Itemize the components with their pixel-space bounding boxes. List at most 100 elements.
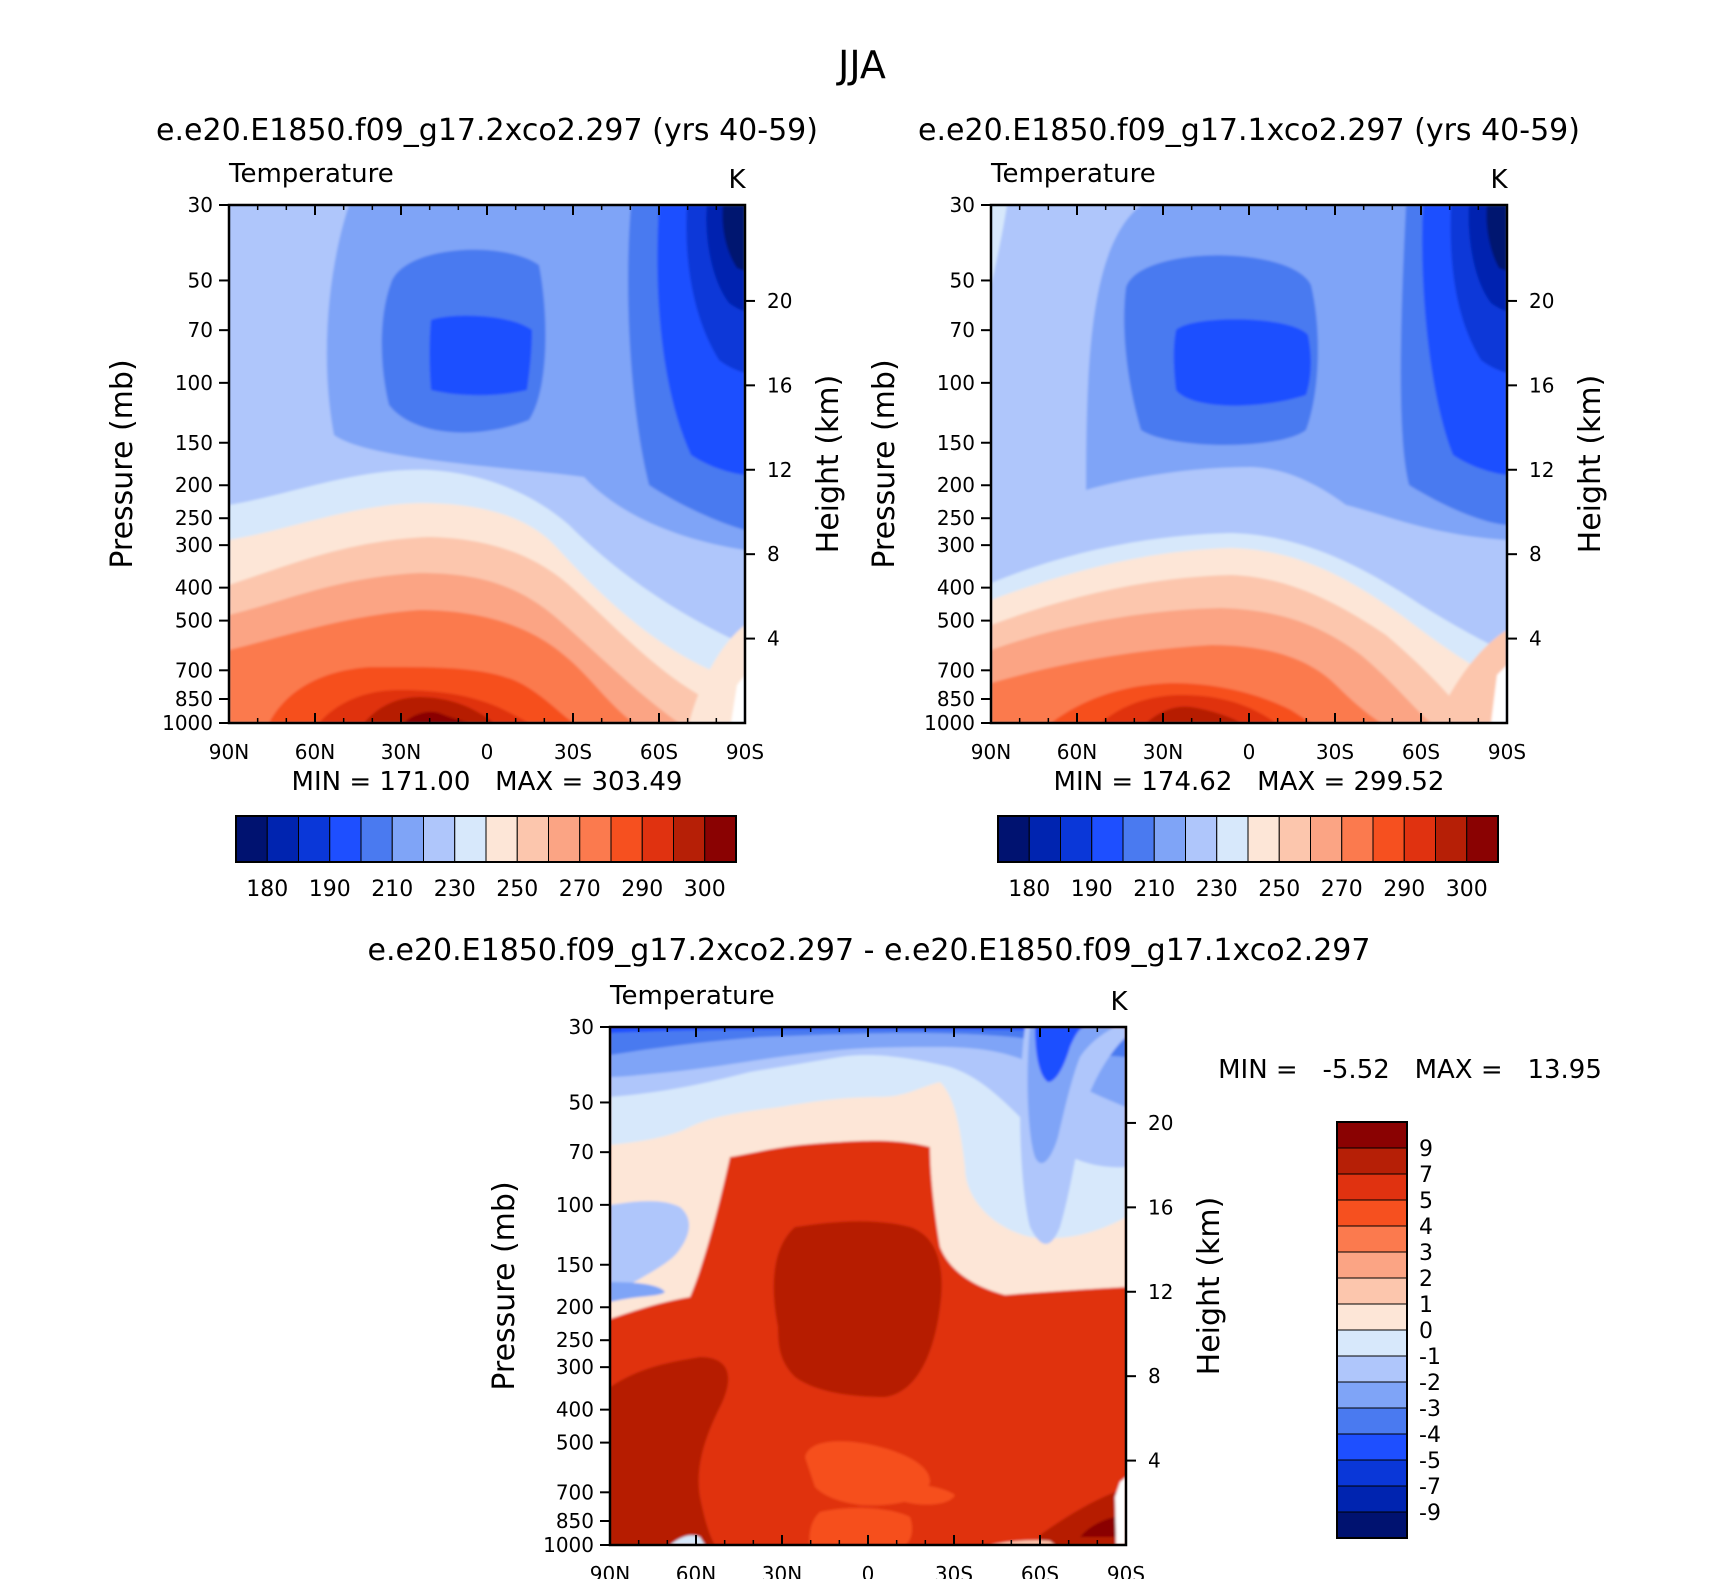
panel-3-y2tick-label-2: 12 bbox=[1148, 1280, 1173, 1304]
panel-3-colorbar-swatch-10 bbox=[1336, 1381, 1408, 1409]
panel-1-xtick-label-5: 60S bbox=[640, 740, 678, 764]
p3-contours-band-18 bbox=[1080, 1517, 1118, 1537]
panel-2-colorbar-label-6: 290 bbox=[1383, 877, 1425, 902]
panel-2-xtick-label-2: 30N bbox=[1143, 740, 1183, 764]
panel-2-stats: MIN = 174.62 MAX = 299.52 bbox=[1054, 767, 1445, 797]
panel-3-colorbar-swatch-11 bbox=[1336, 1407, 1408, 1435]
panel-3-colorbar-swatch-13 bbox=[1336, 1459, 1408, 1487]
panel-2-colorbar-swatch-13 bbox=[1403, 815, 1436, 863]
panel-1-xtick-label-6: 90S bbox=[726, 740, 764, 764]
panel-2-colorbar-label-3: 230 bbox=[1196, 877, 1238, 902]
panel-3-ytick-label-8: 400 bbox=[556, 1398, 594, 1422]
panel-3-xtick-label-0: 90N bbox=[590, 1562, 630, 1579]
panel-3-xtick-label-5: 60S bbox=[1021, 1562, 1059, 1579]
panel-2-xtick-label-0: 90N bbox=[971, 740, 1011, 764]
panel-2-colorbar-swatch-6 bbox=[1185, 815, 1218, 863]
panel-2-colorbar-border bbox=[997, 815, 1499, 863]
panel-1-colorbar-swatch-11 bbox=[579, 815, 612, 863]
panel-2-colorbar-swatch-12 bbox=[1372, 815, 1405, 863]
p1-contours-band-17 bbox=[404, 711, 469, 723]
panel-3-ytick-label-3: 100 bbox=[556, 1193, 594, 1217]
p2-contours-band-1 bbox=[991, 205, 1007, 285]
panel-3-plot-area bbox=[610, 1027, 1126, 1545]
panel-2-colorbar-label-1: 190 bbox=[1071, 877, 1113, 902]
panel-2-ytick-label-3: 100 bbox=[937, 371, 975, 395]
figure-title: JJA bbox=[836, 43, 886, 87]
panel-1-ytick-label-12: 1000 bbox=[162, 711, 213, 735]
panel-2-xtick-label-6: 90S bbox=[1488, 740, 1526, 764]
p3-contours-band-15 bbox=[890, 1484, 955, 1505]
panel-3-colorbar-label-2: 5 bbox=[1419, 1189, 1433, 1214]
panel-3-colorbar-swatch-0 bbox=[1336, 1121, 1408, 1149]
panel-3-colorbar-label-3: 4 bbox=[1419, 1215, 1433, 1240]
p2-contours-band-18 bbox=[1146, 706, 1241, 723]
panel-3-colorbar-label-12: -5 bbox=[1419, 1449, 1441, 1474]
panel-1-ytick-label-9: 500 bbox=[175, 609, 213, 633]
panel-2-ytick-label-2: 70 bbox=[950, 318, 975, 342]
panel-1-xtick-label-1: 60N bbox=[295, 740, 335, 764]
p3-contours-band-10 bbox=[610, 1201, 689, 1297]
panel-3-xtick-label-3: 0 bbox=[862, 1562, 875, 1579]
p1-contours-band-19 bbox=[731, 675, 745, 723]
panel-3-colorbar-label-8: -1 bbox=[1419, 1345, 1441, 1370]
panel-1-ytick-label-4: 150 bbox=[175, 431, 213, 455]
panel-2-ytick-label-10: 700 bbox=[937, 658, 975, 682]
panel-3-ytick-label-4: 150 bbox=[556, 1253, 594, 1277]
panel-3-colorbar-swatch-1 bbox=[1336, 1147, 1408, 1175]
panel-1-colorbar-swatch-2 bbox=[298, 815, 331, 863]
panel-2-colorbar-swatch-9 bbox=[1278, 815, 1311, 863]
panel-2-ytick-label-5: 200 bbox=[937, 473, 975, 497]
p3-contours-band-12 bbox=[773, 1221, 942, 1397]
panel-3-ytick-label-9: 500 bbox=[556, 1431, 594, 1455]
panel-1-ytick-label-1: 50 bbox=[188, 268, 213, 292]
panel-2-colorbar-label-7: 300 bbox=[1446, 877, 1488, 902]
panel-2-ytick-label-11: 850 bbox=[937, 687, 975, 711]
panel-1-colorbar-swatch-13 bbox=[641, 815, 674, 863]
p1-contours-band-3 bbox=[429, 315, 532, 396]
panel-1-ytick-label-2: 70 bbox=[188, 318, 213, 342]
panel-3-ytick-label-1: 50 bbox=[569, 1090, 594, 1114]
panel-1-colorbar-label-7: 300 bbox=[684, 877, 726, 902]
panel-3-xtick-label-6: 90S bbox=[1107, 1562, 1145, 1579]
panel-1-colorbar-label-0: 180 bbox=[246, 877, 288, 902]
p3-contours-band-11 bbox=[610, 1282, 665, 1302]
panel-3-ytick-label-5: 200 bbox=[556, 1295, 594, 1319]
panel-2-ytick-label-9: 500 bbox=[937, 609, 975, 633]
panel-2-y2tick-label-4: 4 bbox=[1529, 627, 1542, 651]
panel-3-ytick-label-11: 850 bbox=[556, 1509, 594, 1533]
panel-1-colorbar-label-6: 290 bbox=[621, 877, 663, 902]
panel-3-axes: 90N 60N 30N 0 30S 60S 90S 30 50 70 100 150 200 250 300… bbox=[543, 1015, 1173, 1579]
panel-1-variable-label: Temperature bbox=[228, 159, 394, 189]
panel-1-units-label: K bbox=[728, 165, 746, 195]
p3-contours-band-16 bbox=[809, 1507, 913, 1545]
p1-contours-band-18 bbox=[689, 625, 745, 723]
panel-3-xtick-label-4: 30S bbox=[935, 1562, 973, 1579]
panel-1-colorbar-swatch-9 bbox=[516, 815, 549, 863]
panel-2: e.e20.E1850.f09_g17.1xco2.297 (yrs 40-59… bbox=[867, 113, 1608, 902]
p3-contours-band-4 bbox=[610, 1027, 1126, 1107]
panel-1-colorbar: 180 190 210 230 250 270 290 300 bbox=[235, 815, 737, 902]
panel-2-ytick-label-12: 1000 bbox=[924, 711, 975, 735]
panel-2-colorbar-swatch-4 bbox=[1122, 815, 1155, 863]
panel-3-xtick-label-2: 30N bbox=[762, 1562, 802, 1579]
panel-3-colorbar-swatch-4 bbox=[1336, 1225, 1408, 1253]
panel-3-ytick-label-7: 300 bbox=[556, 1355, 594, 1379]
panel-1-axes: 90N 60N 30N 0 30S 60S 90S 30 50 70 100 150 200 250 300… bbox=[162, 193, 792, 764]
panel-3-units-label: K bbox=[1110, 987, 1128, 1017]
panel-1-ytick-label-11: 850 bbox=[175, 687, 213, 711]
panel-3-ytick-label-6: 250 bbox=[556, 1328, 594, 1352]
panel-1-y2tick-label-4: 4 bbox=[767, 627, 780, 651]
panel-3-y2tick-label-0: 20 bbox=[1148, 1111, 1173, 1135]
panel-1-colorbar-label-5: 270 bbox=[559, 877, 601, 902]
panel-2-plot-area bbox=[991, 205, 1507, 723]
panel-2-contours bbox=[991, 205, 1507, 723]
panel-1-ylabel: Pressure (mb) bbox=[105, 359, 140, 568]
panel-3-colorbar-swatch-12 bbox=[1336, 1433, 1408, 1461]
panel-3-stats: MIN = -5.52 MAX = 13.95 bbox=[1218, 1055, 1602, 1085]
panel-3-ytick-label-10: 700 bbox=[556, 1480, 594, 1504]
p2-contours-band-9 bbox=[1486, 205, 1507, 271]
panel-3-ytick-label-2: 70 bbox=[569, 1140, 594, 1164]
panel-1-xtick-label-2: 30N bbox=[381, 740, 421, 764]
panel-3-colorbar-label-4: 3 bbox=[1419, 1241, 1433, 1266]
